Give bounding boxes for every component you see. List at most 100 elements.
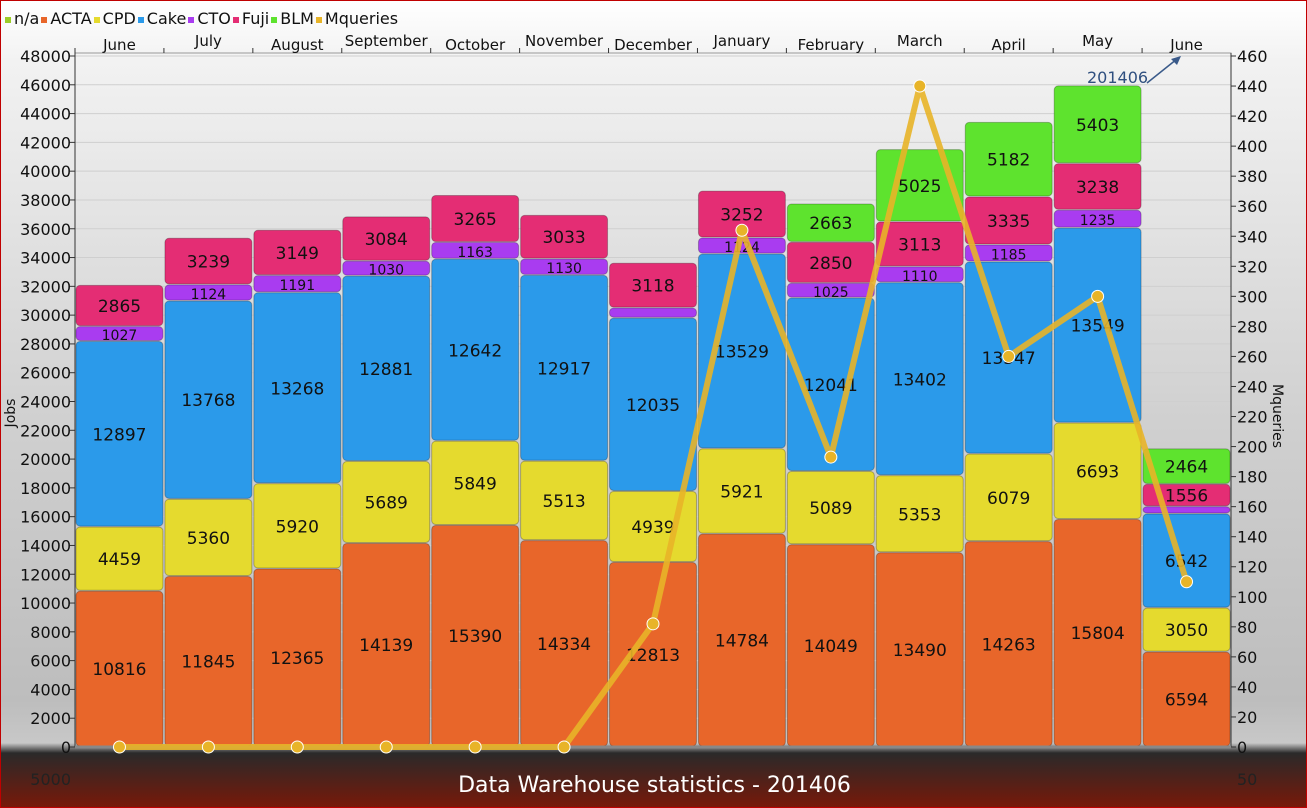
bar-value-label: 4459	[98, 550, 141, 570]
y-tick-label: 2000	[30, 709, 71, 728]
bar-value-label: 6693	[1076, 462, 1119, 482]
bar-value-label: 5089	[809, 499, 852, 519]
x-category-label: July	[194, 32, 222, 50]
bar-value-label: 14263	[982, 635, 1036, 655]
bar-segment-cake	[253, 292, 342, 484]
bar-value-label: 11845	[181, 653, 235, 673]
y-tick-label: 22000	[20, 421, 71, 440]
mqueries-point	[1002, 349, 1016, 363]
x-category-label: February	[798, 36, 865, 54]
bar-segment-cto	[1142, 506, 1231, 514]
bar-value-label: 12642	[448, 341, 502, 361]
bar-value-label: 6079	[987, 489, 1030, 509]
bar-value-label: 1124	[191, 287, 227, 303]
bar-segment-fuji	[75, 284, 164, 327]
bar-segment-cake	[520, 274, 609, 461]
bar-segment-fuji	[609, 262, 697, 308]
y2-tick-label: 100	[1237, 588, 1268, 607]
bar-value-label: 3238	[1076, 178, 1119, 198]
y2-tick-label: 220	[1237, 408, 1268, 427]
legend-item-cpd: CPD	[93, 9, 136, 28]
mqueries-point	[824, 450, 838, 464]
mqueries-point	[201, 740, 215, 754]
mqueries-point	[112, 740, 126, 754]
y-tick-label: 0	[61, 738, 71, 757]
x-category-label: November	[525, 32, 604, 50]
y2-tick-label: 160	[1237, 498, 1268, 517]
y2-tick-label: 440	[1237, 77, 1268, 96]
bar-value-label: 4939	[631, 518, 674, 538]
y2-tick-label: 40	[1237, 678, 1257, 697]
y-tick-label: 36000	[20, 220, 71, 239]
bar-value-label: 1235	[1080, 213, 1116, 229]
y2-tick-label: 300	[1237, 287, 1268, 306]
mqueries-point	[735, 223, 749, 237]
legend-label: Mqueries	[324, 9, 399, 28]
legend-swatch	[232, 16, 239, 23]
bar-segment-cake	[431, 258, 520, 441]
legend-swatch	[93, 16, 100, 23]
x-category-label: December	[614, 36, 693, 54]
bar-value-label: 5360	[187, 529, 230, 549]
bar-value-label: 15390	[448, 627, 502, 647]
x-category-label: May	[1082, 32, 1113, 50]
y-tick-label: 5000	[30, 770, 71, 789]
mqueries-point	[1091, 289, 1105, 303]
bar-segment-fuji	[342, 216, 431, 261]
mqueries-point	[913, 79, 927, 93]
bar-value-label: 5182	[987, 151, 1030, 171]
bar-segment-fuji	[875, 221, 964, 267]
bar-value-label: 2464	[1165, 458, 1208, 478]
legend-swatch	[5, 16, 11, 23]
bar-segment-cto	[164, 284, 253, 301]
bar-value-label: 12897	[92, 425, 146, 445]
bar-value-label: 13490	[893, 641, 947, 661]
bar-value-label: 1130	[546, 261, 582, 277]
legend-label: Cake	[146, 9, 187, 28]
y2-tick-label: 380	[1237, 167, 1268, 186]
y2-tick-label: 320	[1237, 257, 1268, 276]
bar-value-label: 12035	[626, 396, 680, 416]
y2-tick-label: 200	[1237, 438, 1268, 457]
bar-value-label: 14139	[359, 636, 413, 656]
legend-swatch	[315, 16, 322, 23]
bar-segment-cake	[875, 282, 964, 476]
bar-value-label: 6542	[1165, 552, 1208, 572]
y2-tick-label: 120	[1237, 558, 1268, 577]
bar-value-label: 1185	[991, 247, 1027, 263]
bar-value-label: 3252	[720, 206, 763, 226]
annotation-arrowhead	[1171, 56, 1181, 65]
y-tick-label: 4000	[30, 680, 71, 699]
bar-segment-cpd	[164, 498, 253, 576]
bar-value-label: 3239	[187, 253, 230, 273]
y-tick-label: 46000	[20, 76, 71, 95]
bar-segment-cto	[342, 260, 431, 276]
bar-value-label: 6594	[1165, 691, 1208, 711]
y-tick-label: 10000	[20, 594, 71, 613]
legend-label: CPD	[102, 9, 136, 28]
y-tick-label: 24000	[20, 393, 71, 412]
bar-segment-fuji	[1053, 163, 1142, 210]
y-tick-label: 42000	[20, 133, 71, 152]
x-category-label: January	[712, 32, 770, 50]
bar-segment-cpd	[342, 461, 431, 543]
legend-swatch	[41, 16, 48, 23]
bar-segment-cake	[75, 340, 164, 527]
y2-tick-label: 420	[1237, 107, 1268, 126]
legend-label: ACTA	[50, 9, 92, 28]
bar-value-label: 12881	[359, 360, 413, 380]
bar-value-label: 5849	[454, 474, 497, 494]
y2-tick-label: 360	[1237, 197, 1268, 216]
y2-tick-label: 20	[1237, 708, 1257, 727]
bar-value-label: 13402	[893, 370, 947, 390]
bar-segment-cto	[609, 307, 697, 318]
bar-segment-blm	[1142, 448, 1231, 484]
y2-tick-label: 50	[1237, 770, 1257, 789]
bar-segment-cpd	[697, 448, 786, 534]
y2-tick-label: 180	[1237, 468, 1268, 487]
bar-value-label: 5921	[720, 483, 763, 503]
y-tick-label: 6000	[30, 652, 71, 671]
bar-value-label: 10816	[92, 660, 146, 680]
y-tick-label: 34000	[20, 249, 71, 268]
bar-segment-cpd	[253, 483, 342, 569]
